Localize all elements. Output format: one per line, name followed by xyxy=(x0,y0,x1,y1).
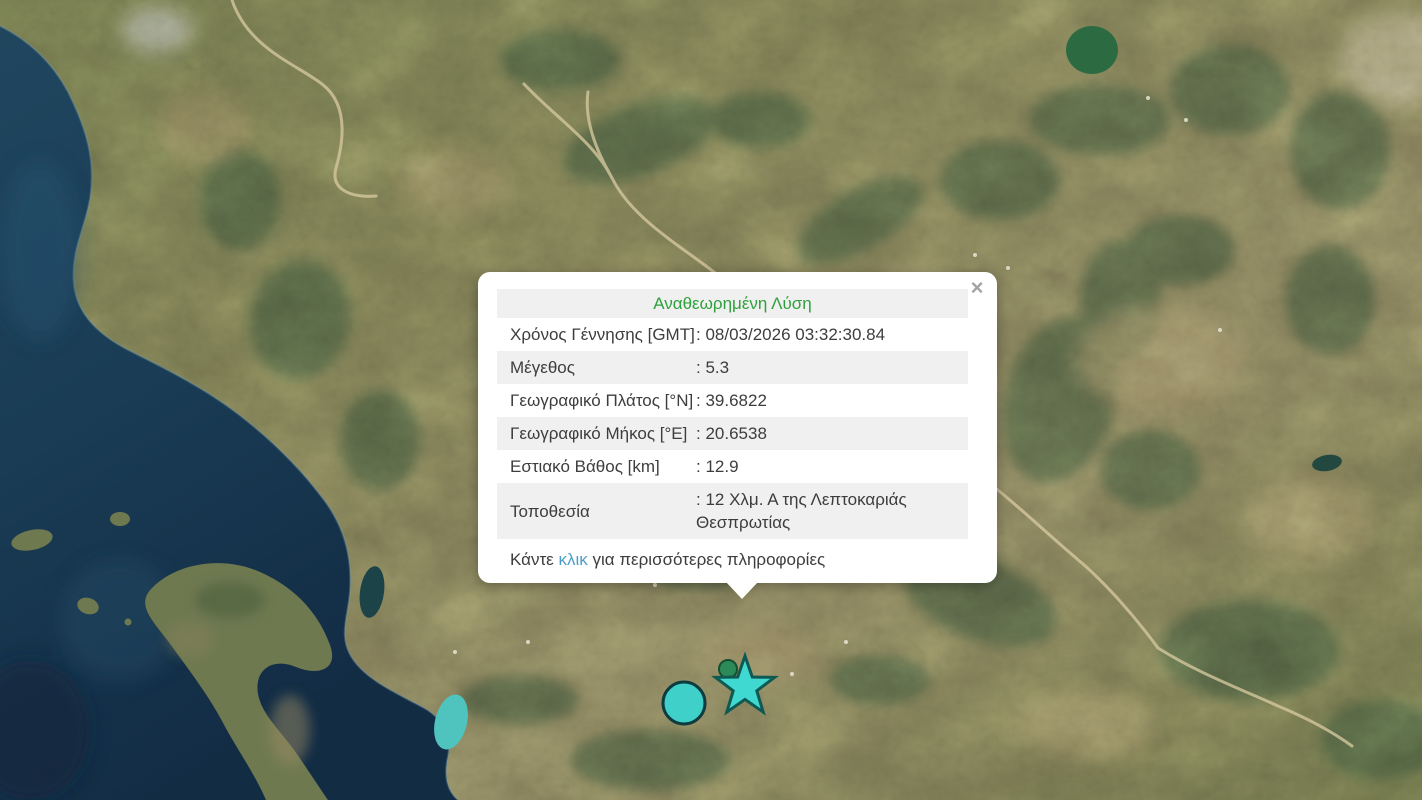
row-label: Γεωγραφικό Μήκος [°E] xyxy=(510,424,688,443)
row-label: Μέγεθος xyxy=(510,358,575,377)
close-icon: × xyxy=(970,275,984,300)
islets xyxy=(11,512,132,626)
row-value: : 20.6538 xyxy=(696,424,767,443)
row-label: Χρόνος Γέννησης [GMT] xyxy=(510,325,695,344)
popup-tail xyxy=(726,582,758,599)
popup-footer: Κάντε κλικ για περισσότερες πληροφορίες xyxy=(497,548,968,571)
row-value: : 39.6822 xyxy=(696,391,767,410)
footer-text-prefix: Κάντε xyxy=(510,550,559,569)
row-value: : 12 Χλμ. Α της Λεπτοκαριάς Θεσπρωτίας xyxy=(696,490,907,532)
row-value: : 08/03/2026 03:32:30.84 xyxy=(696,325,886,344)
row-label: Εστιακό Βάθος [km] xyxy=(510,457,660,476)
island-corfu-texture xyxy=(168,582,310,765)
row-label: Γεωγραφικό Πλάτος [°N] xyxy=(510,391,694,410)
close-button[interactable]: × xyxy=(965,276,989,300)
row-location: Τοποθεσία : 12 Χλμ. Α της Λεπτοκαριάς Θε… xyxy=(497,483,968,539)
more-info-link[interactable]: κλικ xyxy=(558,550,588,569)
row-origin-time: Χρόνος Γέννησης [GMT] : 08/03/2026 03:32… xyxy=(497,318,968,351)
row-label: Τοποθεσία xyxy=(510,501,590,521)
small-event-circle-marker[interactable] xyxy=(718,659,738,679)
earthquake-info-popup: × Αναθεωρημένη Λύση Χρόνος Γέννησης [GMT… xyxy=(478,272,997,599)
row-depth: Εστιακό Βάθος [km] : 12.9 xyxy=(497,450,968,483)
settlement-dots xyxy=(453,96,1222,676)
row-latitude: Γεωγραφικό Πλάτος [°N] : 39.6822 xyxy=(497,384,968,417)
lakes xyxy=(359,26,1342,750)
row-value: : 5.3 xyxy=(696,358,730,377)
sea-shading xyxy=(0,160,180,800)
row-value: : 12.9 xyxy=(696,457,739,476)
event-circle-marker[interactable] xyxy=(661,680,707,726)
footer-text-suffix: για περισσότερες πληροφορίες xyxy=(587,550,826,569)
row-magnitude: Μέγεθος : 5.3 xyxy=(497,351,968,384)
popup-title: Αναθεωρημένη Λύση xyxy=(497,289,968,318)
coastline xyxy=(0,25,459,800)
row-longitude: Γεωγραφικό Μήκος [°E] : 20.6538 xyxy=(497,417,968,450)
epicenter-star-marker[interactable] xyxy=(711,651,779,716)
